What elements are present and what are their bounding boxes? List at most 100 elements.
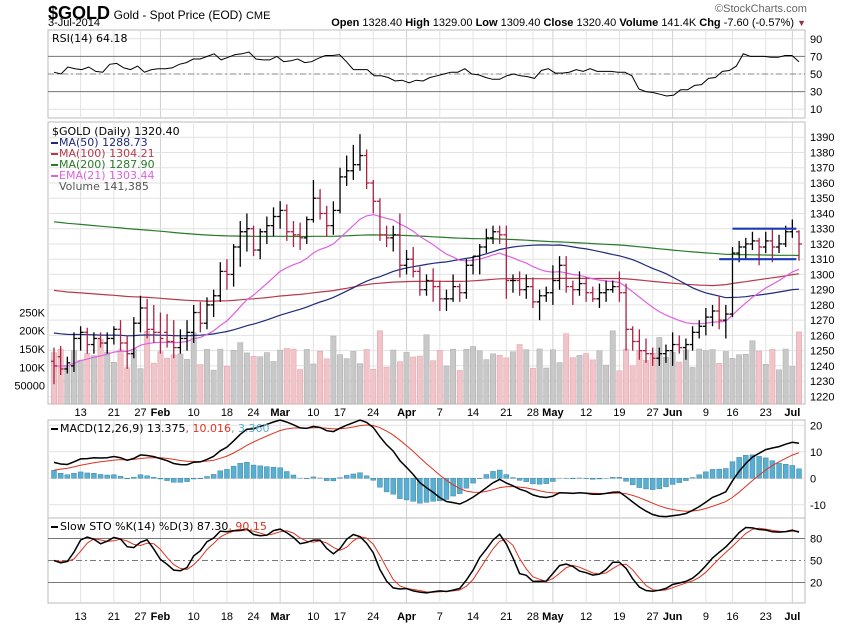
ohlc-bar [589,286,596,302]
ma-legend-4: EMA(21) 1303.44 [59,169,155,182]
volume-bar [789,366,796,405]
date-tick-label: 13 [74,407,86,419]
volume-bar [702,350,709,405]
date-tick-label: May [542,407,564,419]
date-tick-label: Apr [397,407,417,419]
symbol: $GOLD [48,3,111,23]
ohlc-bar [257,228,264,260]
volume-bar [643,360,649,405]
ohlc-bar [549,265,556,305]
macd-histogram-bar [776,462,782,479]
macd-histogram-bar [383,478,390,493]
macd-histogram-bar [357,472,363,479]
volume-bar [629,365,636,405]
macd-histogram-bar [423,478,430,503]
macd-histogram-bar [377,478,383,488]
bottom-date-tick-label: 24 [247,611,259,623]
date-tick-label: 23 [760,407,772,419]
volume-bar [696,348,703,405]
volume-bar [436,350,443,405]
sto-tick-label: 50 [810,556,822,568]
volume-bar [749,340,756,405]
ohlc-bar [157,312,164,354]
macd-histogram-bar [337,477,343,479]
volume-label: Volume [619,17,659,29]
ohlc-bar [217,262,224,302]
ohlc-bar [297,222,304,251]
volume-bar [383,366,390,405]
macd-histogram-bar [284,471,290,479]
volume-tick-label: 250K [19,307,45,319]
volume-bar [137,368,144,405]
volume-bar [390,349,397,405]
rsi-line [53,51,800,97]
volume-bar [709,349,716,405]
ohlc-bar [137,295,144,333]
ohlc-bar [337,167,344,214]
macd-histogram-bar [503,474,510,479]
macd-histogram-bar [736,457,742,479]
ohlc-bar [656,347,663,366]
ohlc-bar [170,320,177,359]
macd-histogram-bar [124,478,130,480]
ohlc-bar [283,204,290,241]
ohlc-bar [223,259,230,290]
volume-bar [190,332,197,405]
macd-histogram-bar [410,478,416,502]
ohlc-bar [250,225,257,257]
price-tick-label: 1380 [810,147,834,159]
macd-histogram-bar [490,471,496,479]
ohlc-bar [643,338,650,363]
date-tick-label: 14 [467,407,479,419]
ohlc-bar [97,332,104,348]
date-tick-label: 24 [367,407,379,419]
volume-bar [543,367,550,405]
ohlc-bar [110,326,117,345]
ohlc-bar [90,332,97,354]
price-tick-label: 1230 [810,376,834,388]
date-tick-label: 24 [247,407,259,419]
volume-bar [496,354,503,405]
macd-histogram-bar [204,476,210,479]
volume-bar [716,363,723,405]
macd-histogram-bar [463,478,470,489]
macd-histogram-bar [610,477,616,479]
ohlc-bar [536,289,543,321]
volume-bar [736,354,743,405]
ohlc-bar [696,320,703,339]
macd-histogram-bar [683,478,689,481]
bottom-date-tick-label: 10 [188,611,200,623]
date-tick-label: 10 [188,407,200,419]
price-tick-label: 1390 [810,132,834,144]
ohlc-bar [310,179,317,223]
ohlc-bar [51,347,57,385]
volume-tick-label: 50000 [14,381,45,393]
rsi-tick-label: 10 [810,104,822,116]
ohlc-bar [776,234,783,254]
ohlc-bar [576,271,583,296]
date-tick-label: 19 [613,407,625,419]
ohlc-bar [263,216,270,244]
volume-bar [516,344,523,405]
chart-date: 3-Jul-2014 [48,17,100,29]
date-tick-label: 28 [527,407,539,419]
volume-bar [97,338,104,405]
high-label: High [405,17,430,29]
macd-histogram-bar [417,478,423,504]
macd-histogram-bar [144,475,150,479]
volume-bar [170,354,177,405]
chg-value: -7.60 (-0.57%) [723,17,795,29]
macd-histogram-bar [636,478,643,488]
ohlc-bar [124,335,131,369]
volume-bar [410,356,417,405]
macd-histogram-bar [430,478,436,502]
low-label: Low [475,17,498,29]
macd-signal-line [53,424,800,512]
volume-bar [609,330,616,405]
chg-label: Chg [699,17,721,29]
sto-legend: Slow STO %K(14) %D(3) 87.30, 90.15 [60,520,267,533]
sto-k-line [53,526,800,594]
macd-histogram-bar [171,478,177,483]
macd-histogram-bar [437,478,443,502]
price-tick-label: 1320 [810,239,834,251]
